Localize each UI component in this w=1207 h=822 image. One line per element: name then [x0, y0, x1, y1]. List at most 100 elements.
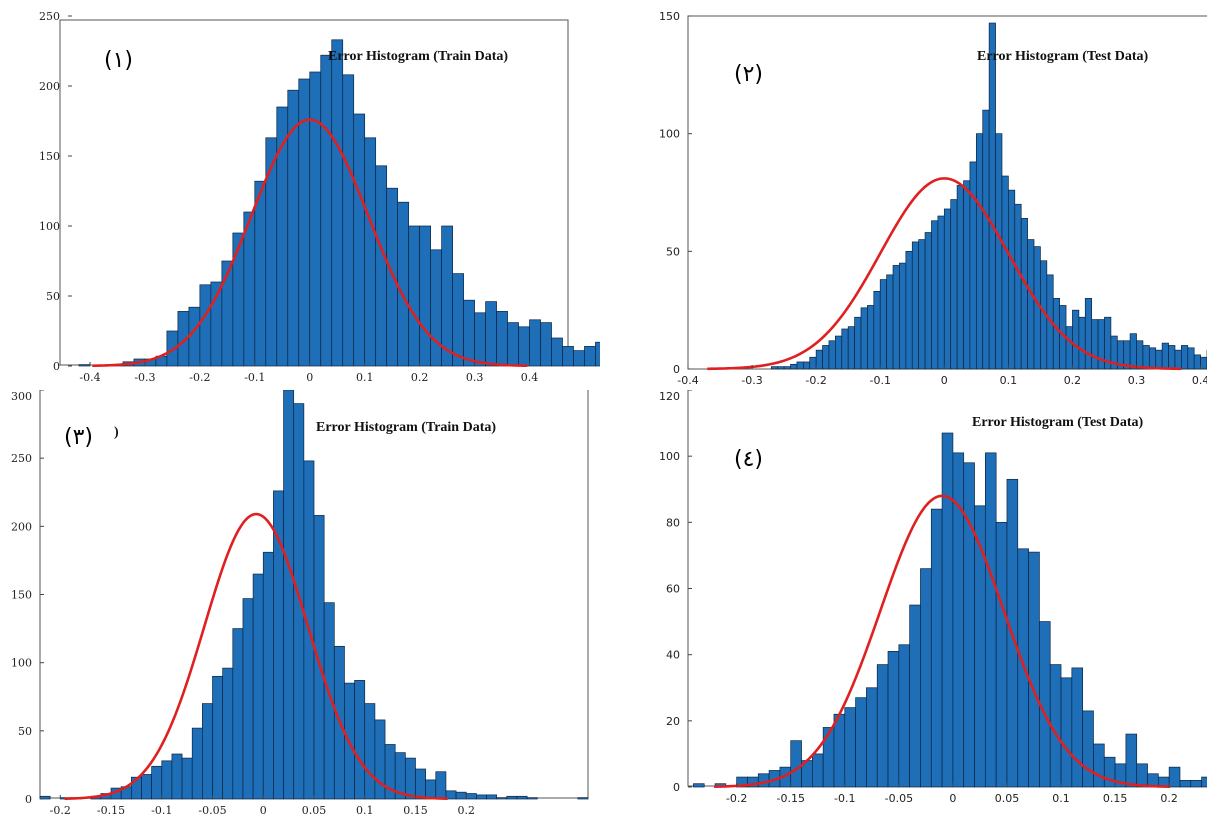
y-tick-label: 250	[39, 10, 60, 23]
histogram-bar	[465, 793, 477, 800]
x-tick-label: -0.3	[134, 371, 155, 384]
histogram-bar	[1027, 239, 1035, 370]
histogram-panel-1: -0.4 -0.3 -0.2 -0.1 0 0.1 0.2 0.3 0.4 0 50 100 150 20…	[0, 0, 600, 390]
x-tick-label: -0.2	[805, 374, 826, 387]
histogram-bar	[790, 363, 798, 370]
histogram-bar	[873, 290, 881, 370]
histogram-3-chart: -0.2 -0.15 -0.1 -0.05 0 0.05 0.1 0.15 0.2 0 50 100 1…	[11, 390, 589, 817]
histogram-bar	[930, 508, 943, 788]
x-tick-label: -0.1	[151, 804, 172, 817]
histogram-bar	[1136, 763, 1148, 788]
histogram-bar	[963, 180, 971, 370]
x-tick-label: -0.2	[50, 804, 71, 817]
histogram-bar	[1093, 743, 1105, 788]
chart-title: Error Histogram (Train Data)	[316, 420, 496, 435]
x-tick-label: 0.15	[1103, 792, 1128, 805]
histogram-bar	[802, 361, 811, 370]
y-tick-label: 100	[11, 657, 32, 670]
y-tick-label: 120	[659, 390, 680, 403]
histogram-bar	[847, 326, 855, 370]
histogram-bar	[1072, 309, 1080, 370]
histogram-bar	[1060, 677, 1073, 788]
histogram-bar	[860, 307, 868, 370]
x-tick-label: 0	[941, 374, 948, 387]
x-tick-label: 0.1	[1000, 374, 1018, 387]
histogram-bar	[892, 265, 900, 370]
histogram-bar	[496, 311, 508, 367]
histogram-bar	[222, 667, 234, 800]
panel-stray-mark: )	[114, 425, 119, 440]
histogram-bar	[39, 795, 51, 800]
histogram-bar	[151, 765, 163, 800]
x-tick-label: 0.1	[356, 371, 374, 384]
histogram-bar	[375, 165, 388, 367]
histogram-bar	[909, 604, 921, 788]
x-tick-label: -0.3	[741, 374, 762, 387]
histogram-bar	[854, 316, 862, 370]
histogram-bar	[354, 680, 366, 800]
histogram-bar	[320, 54, 333, 367]
histogram-bar	[404, 757, 416, 800]
histogram-bar	[455, 791, 467, 800]
histogram-bar	[397, 201, 410, 367]
y-tick-label: 0	[673, 781, 680, 794]
histogram-2-chart: -0.4 -0.3 -0.2 -0.1 0 0.1 0.2 0.3 0.4 0 50 100 150 E…	[659, 10, 1207, 387]
histogram-bar	[822, 345, 830, 370]
histogram-bar	[516, 795, 528, 800]
histogram-bar	[507, 322, 519, 367]
histogram-bar	[252, 573, 264, 800]
x-tick-label: 0.4	[1192, 374, 1207, 387]
histogram-bar	[841, 328, 849, 370]
histogram-bar	[181, 757, 193, 800]
histogram-bar	[941, 432, 954, 788]
histogram-bar	[342, 74, 355, 367]
histogram-bar	[353, 113, 366, 367]
histogram-bar	[526, 797, 538, 800]
histogram-bar	[956, 185, 964, 370]
histogram-bar	[551, 337, 563, 367]
histogram-bar	[931, 220, 939, 370]
x-tick-label: -0.15	[97, 804, 125, 817]
y-tick-label: 0	[25, 793, 32, 806]
x-tick-label: -0.15	[776, 792, 804, 805]
panel-number: (٤)	[734, 447, 763, 472]
histogram-bar	[463, 299, 475, 367]
histogram-bar	[476, 794, 487, 800]
histogram-bar	[982, 109, 990, 370]
x-tick-label: 0.4	[521, 371, 539, 384]
histogram-bar	[920, 568, 932, 788]
x-tick-label: 0	[306, 371, 313, 384]
histogram-bar	[866, 687, 878, 788]
histogram-bar	[777, 366, 785, 370]
histogram-bar	[1129, 333, 1137, 370]
x-tick-label: 0.1	[356, 804, 374, 817]
histogram-bar	[1148, 347, 1157, 370]
histogram-bar	[867, 305, 875, 370]
x-tick-label: -0.4	[79, 371, 100, 384]
histogram-bar	[1187, 347, 1195, 370]
histogram-bar	[796, 361, 804, 370]
x-tick-label: 0	[260, 804, 267, 817]
histogram-bar	[529, 319, 541, 367]
histogram-bar	[485, 301, 497, 367]
y-tick-label: 300	[11, 390, 32, 403]
histogram-bar	[988, 22, 996, 370]
histogram-bar	[595, 341, 600, 367]
histogram-bar	[1020, 218, 1028, 370]
histogram-bar	[1174, 349, 1182, 370]
histogram-bar	[425, 779, 437, 800]
panel-number: (٣)	[64, 425, 93, 450]
histogram-bar	[243, 211, 256, 367]
histogram-bar	[313, 515, 325, 800]
x-tick-label: 0.2	[411, 371, 429, 384]
histogram-bar	[790, 740, 802, 788]
x-tick-label: 0.3	[1128, 374, 1146, 387]
histogram-bar	[975, 133, 984, 370]
x-tick-label: -0.4	[677, 374, 698, 387]
histogram-bar	[1103, 756, 1116, 788]
histogram-bar	[905, 250, 913, 370]
y-tick-label: 60	[666, 583, 680, 596]
histogram-panel-2: -0.4 -0.3 -0.2 -0.1 0 0.1 0.2 0.3 0.4 0 50 100 150 E…	[600, 0, 1207, 390]
histogram-bar	[1125, 733, 1138, 788]
histogram-bar	[937, 215, 945, 370]
